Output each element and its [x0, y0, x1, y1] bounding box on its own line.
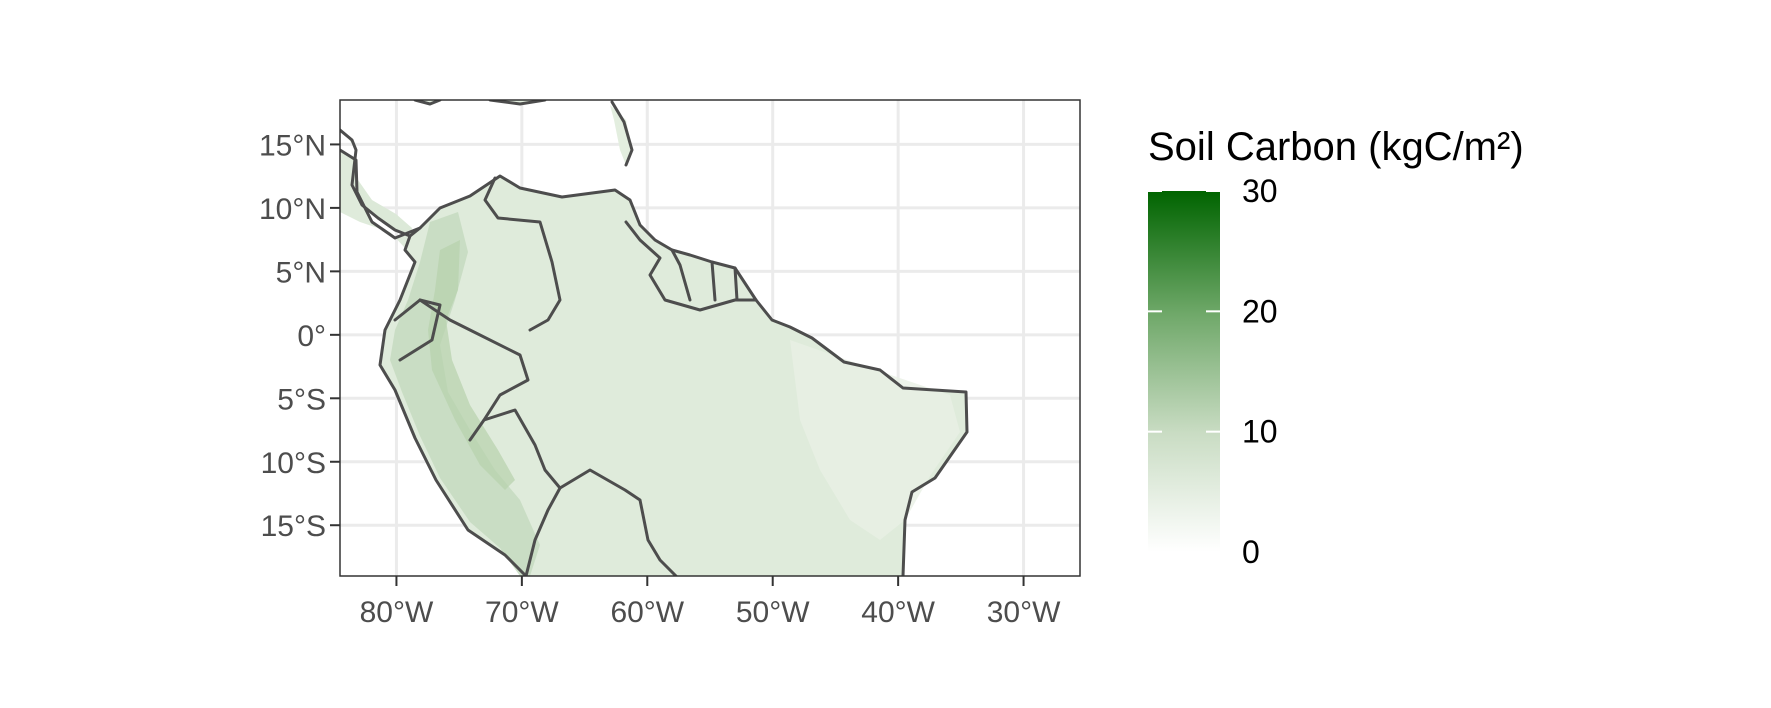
y-tick-label: 15°S — [261, 510, 326, 543]
legend-ticks: 30 20 10 0 — [1148, 173, 1278, 570]
x-tick-label: 50°W — [736, 596, 810, 629]
colombia-venezuela-border — [483, 176, 562, 332]
legend-label: 10 — [1242, 414, 1278, 450]
caribbean-island-outlines — [413, 100, 634, 167]
coastline — [340, 148, 969, 576]
pacific-coastline — [378, 226, 528, 576]
y-tick-label: 5°N — [276, 256, 326, 289]
legend: Soil Carbon (kgC/m²) 30 20 10 0 — [1148, 125, 1524, 570]
y-axis: 15°N 10°N 5°N 0° 5°S 10°S 15°S — [259, 129, 340, 543]
legend-colorbar — [1148, 191, 1220, 552]
panel-border — [339, 99, 1081, 577]
x-tick-label: 30°W — [987, 596, 1061, 629]
andes-core — [428, 240, 515, 490]
y-tick-label: 5°S — [277, 383, 326, 416]
ecuador-border — [393, 298, 442, 362]
legend-label: 0 — [1242, 534, 1260, 570]
map-panel — [339, 99, 1081, 577]
bolivia-border — [558, 468, 678, 576]
peru-brazil-border — [482, 408, 562, 576]
central-america-coast — [340, 128, 412, 238]
y-tick-label: 10°N — [259, 193, 326, 226]
x-axis: 80°W 70°W 60°W 50°W 40°W 30°W — [360, 576, 1061, 629]
legend-title: Soil Carbon (kgC/m²) — [1148, 125, 1524, 169]
x-tick-label: 40°W — [861, 596, 935, 629]
venezuela-guyana-border — [624, 220, 758, 312]
country-borders — [340, 100, 969, 576]
legend-label: 20 — [1242, 293, 1278, 329]
x-tick-label: 80°W — [360, 596, 434, 629]
y-tick-label: 15°N — [259, 129, 326, 162]
guianas-borders — [670, 248, 739, 302]
legend-label: 30 — [1242, 173, 1278, 209]
x-tick-label: 70°W — [485, 596, 559, 629]
y-tick-label: 0° — [297, 320, 326, 353]
colombia-peru-border — [418, 298, 530, 442]
x-tick-label: 60°W — [610, 596, 684, 629]
y-tick-label: 10°S — [261, 447, 326, 480]
